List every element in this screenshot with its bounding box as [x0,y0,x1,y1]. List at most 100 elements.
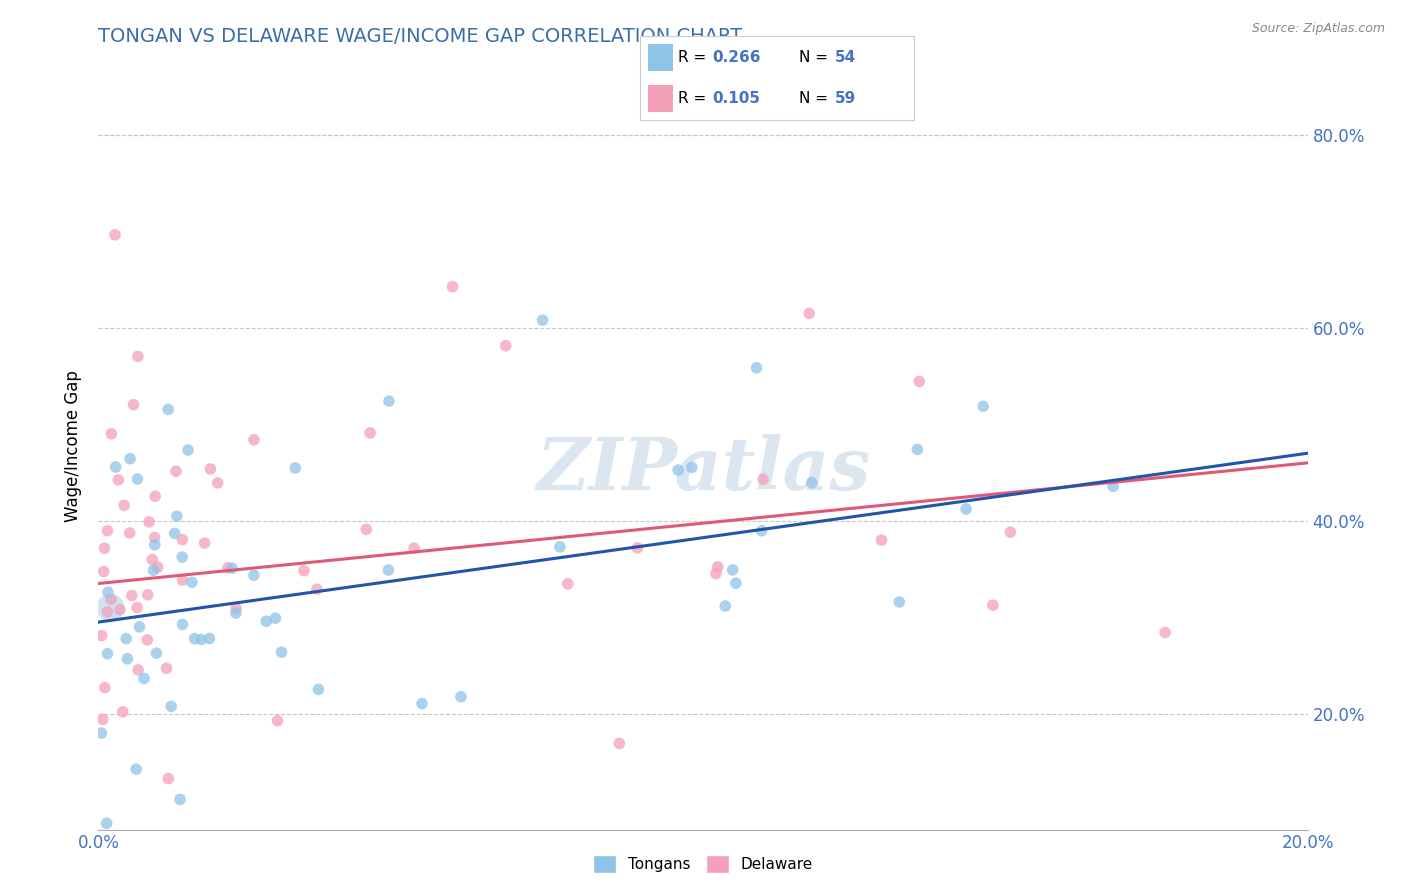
Point [666,463,689,477]
Point [100,592,122,607]
Point [169,851,191,865]
Y-axis label: Wage/Income Gap: Wage/Income Gap [63,370,82,522]
Text: N =: N = [799,50,832,65]
Point [96,605,118,619]
Point [91,712,114,726]
Point [609,736,631,750]
Bar [648,44,672,71]
Point [96,816,118,830]
Point [172,533,194,547]
Point [495,339,517,353]
Text: Source: ZipAtlas.com: Source: ZipAtlas.com [1251,22,1385,36]
Text: 0.105: 0.105 [713,91,761,106]
Point [108,603,131,617]
Point [146,560,169,574]
Point [104,460,127,475]
Point [96,524,118,538]
Point [90,629,112,643]
Point [127,472,149,486]
Point [752,472,775,486]
Text: R =: R = [678,91,711,106]
Point [207,475,229,490]
Point [172,617,194,632]
Point [745,360,768,375]
Point [127,350,149,364]
Point [104,227,127,242]
Point [626,541,648,555]
Point [117,652,139,666]
Point [125,600,148,615]
Point [557,577,579,591]
Point [172,550,194,565]
Legend: Tongans, Delaware: Tongans, Delaware [586,848,820,880]
Point [751,524,773,538]
Point [190,632,212,647]
Point [704,566,727,581]
Point [441,279,464,293]
Bar [648,85,672,112]
Point [93,565,115,579]
Point [93,541,115,556]
Point [724,576,747,591]
Text: 0.266: 0.266 [713,50,761,65]
Point [714,599,737,613]
Point [404,541,426,555]
Point [378,394,401,409]
Point [359,425,381,440]
Point [243,568,266,582]
Point [194,536,217,550]
Point [307,682,329,697]
Point [284,461,307,475]
Point [112,499,135,513]
Point [1154,625,1177,640]
Point [981,598,1004,612]
Point [143,531,166,545]
Point [217,561,239,575]
Point [111,705,134,719]
Point [531,313,554,327]
Point [356,522,378,536]
Point [145,646,167,660]
Point [138,515,160,529]
Point [97,585,120,599]
Point [177,443,200,458]
Text: R =: R = [678,50,711,65]
Point [90,726,112,740]
Text: 59: 59 [834,91,856,106]
Point [181,575,204,590]
Point [243,433,266,447]
Point [163,526,186,541]
Point [143,489,166,503]
Point [270,645,292,659]
Point [128,620,150,634]
Point [136,632,159,647]
Point [125,762,148,776]
Point [889,595,911,609]
Point [157,772,180,786]
Point [1102,479,1125,493]
Point [305,582,328,597]
Point [165,464,187,478]
Point [972,399,994,413]
Point [225,606,247,620]
Point [264,611,287,625]
Point [225,601,247,615]
Point [141,552,163,566]
Text: N =: N = [799,91,832,106]
Point [172,573,194,587]
Text: ZIPatlas: ZIPatlas [536,434,870,505]
Point [100,426,122,441]
Point [800,475,823,490]
Point [122,398,145,412]
Point [955,502,977,516]
Point [254,614,277,628]
Point [870,533,893,548]
Point [721,563,744,577]
Point [411,697,433,711]
Point [200,462,222,476]
Point [183,632,205,646]
Point [132,672,155,686]
Point [94,681,117,695]
Point [127,663,149,677]
Point [706,559,728,574]
